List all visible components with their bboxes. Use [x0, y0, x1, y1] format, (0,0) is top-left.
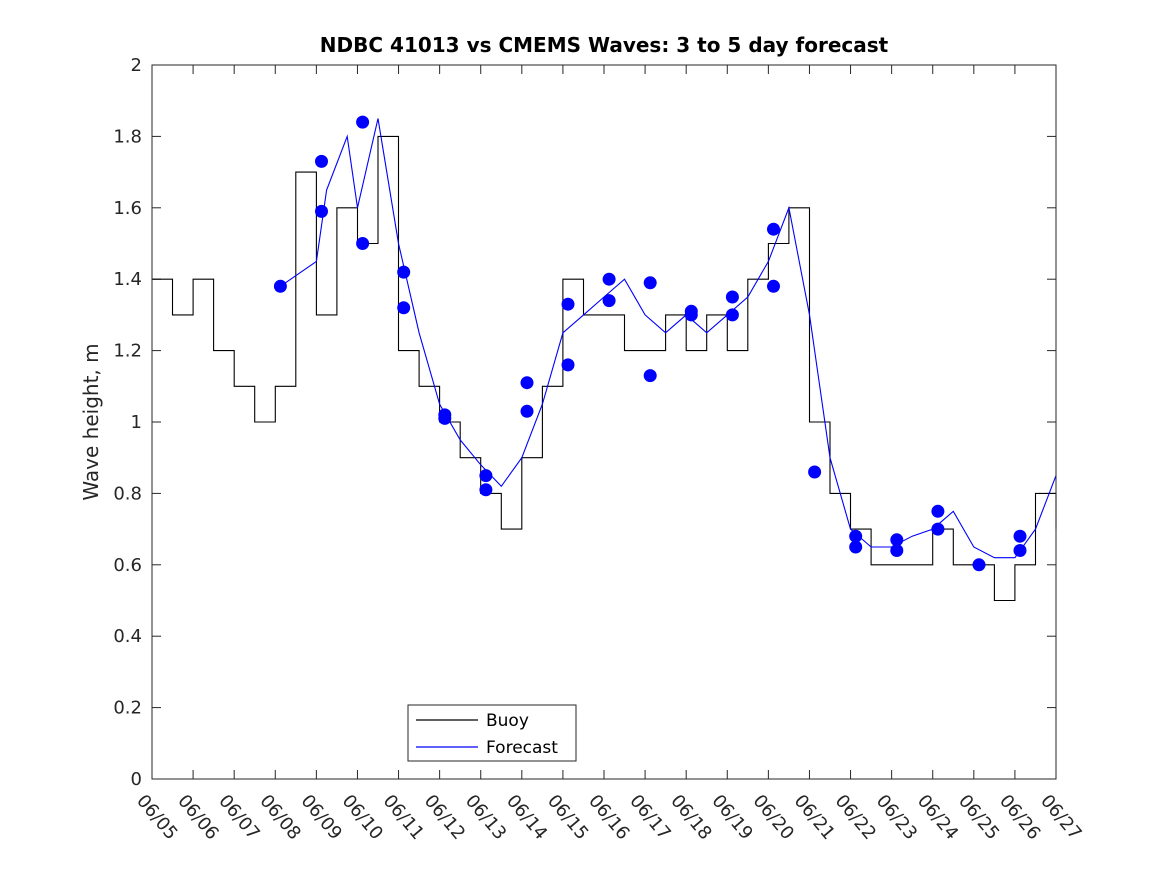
y-tick-label: 0.4: [113, 626, 142, 647]
y-axis: 0 0.2 0.4 0.6 0.8 1 1.2 1.4 1.6 1.8 2: [113, 55, 1056, 790]
forecast-marker: [520, 376, 534, 390]
forecast-marker: [356, 237, 370, 250]
forecast-marker: [397, 265, 411, 279]
legend[interactable]: Buoy Forecast: [407, 704, 577, 762]
forecast-marker: [315, 154, 328, 168]
y-tick-label: 0.2: [113, 698, 142, 719]
legend-label-forecast: Forecast: [486, 738, 558, 758]
y-tick-label: 1.4: [113, 269, 142, 290]
forecast-marker: [808, 465, 822, 479]
y-tick-label: 1.2: [113, 341, 142, 362]
forecast-marker: [725, 308, 739, 322]
forecast-marker: [561, 297, 575, 311]
y-tick-label: 0.8: [113, 483, 142, 504]
forecast-marker: [849, 529, 863, 543]
forecast-marker: [438, 411, 452, 425]
chart-title: NDBC 41013 vs CMEMS Waves: 3 to 5 day fo…: [320, 33, 889, 57]
y-tick-label: 0: [131, 769, 142, 790]
forecast-marker: [479, 469, 493, 483]
forecast-marker: [356, 115, 370, 129]
y-tick-label: 1: [131, 412, 142, 433]
plot-frame: [151, 64, 1057, 780]
forecast-marker: [767, 222, 780, 236]
forecast-marker: [767, 279, 780, 293]
forecast-marker: [931, 504, 945, 518]
forecast-markers: [273, 115, 1027, 572]
legend-label-buoy: Buoy: [486, 711, 529, 731]
forecast-marker: [931, 522, 945, 536]
forecast-marker: [972, 558, 986, 572]
forecast-marker: [1013, 544, 1027, 557]
plot-area: [152, 65, 1056, 779]
forecast-marker: [602, 272, 616, 286]
forecast-marker: [397, 301, 411, 315]
forecast-marker: [602, 294, 616, 308]
forecast-marker: [479, 483, 493, 497]
y-tick-label: 1.8: [113, 126, 142, 147]
forecast-marker: [890, 544, 904, 557]
y-tick-label: 0.6: [113, 555, 142, 576]
forecast-marker: [1013, 529, 1027, 543]
forecast-marker: [315, 204, 328, 218]
forecast-marker: [273, 279, 287, 293]
forecast-marker: [520, 404, 534, 418]
forecast-marker: [725, 290, 739, 304]
y-tick-label: 2: [131, 55, 142, 76]
forecast-marker: [643, 276, 657, 290]
forecast-marker: [890, 533, 904, 547]
forecast-marker: [643, 369, 657, 383]
forecast-marker: [561, 358, 575, 372]
buoy-line: [152, 135, 1057, 602]
y-tick-label: 1.6: [113, 198, 142, 219]
forecast-marker: [849, 540, 863, 554]
y-axis-label: Wave height, m: [79, 343, 103, 500]
legend-box: [407, 704, 577, 762]
forecast-marker: [684, 304, 698, 318]
